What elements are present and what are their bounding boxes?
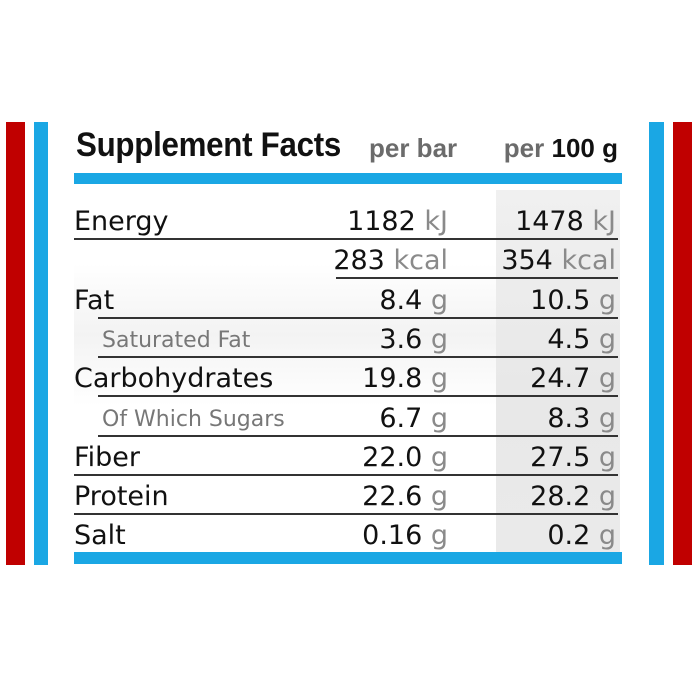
row-divider — [336, 277, 618, 279]
per-bar-unit: g — [430, 481, 448, 512]
per-bar-value: 1182 kJ — [347, 206, 448, 237]
right-red-stripe — [673, 122, 692, 565]
per-100g-value: 4.5 g — [547, 324, 616, 355]
table-row: Fat 8.4 g 10.5 g — [74, 281, 620, 319]
per-100g-number: 1478 — [515, 206, 584, 237]
bottom-blue-bar — [74, 552, 622, 564]
row-label: Fiber — [74, 442, 140, 473]
table-row: Saturated Fat 3.6 g 4.5 g — [74, 320, 620, 358]
table-row: Protein 22.6 g 28.2 g — [74, 477, 620, 515]
per-bar-value: 3.6 g — [379, 324, 448, 355]
table-row: Energy 1182 kJ 1478 kJ — [74, 202, 620, 240]
per-bar-value: 0.16 g — [362, 520, 448, 551]
per-100g-value: 28.2 g — [530, 481, 616, 512]
per-bar-value: 19.8 g — [362, 363, 448, 394]
row-divider — [98, 395, 618, 397]
per-bar-value: 8.4 g — [379, 285, 448, 316]
per-100g-unit: g — [598, 403, 616, 434]
per-100g-number: 8.3 — [547, 403, 591, 434]
per-100g-number: 27.5 — [530, 442, 591, 473]
page-title: Supplement Facts — [76, 126, 342, 164]
row-label: Salt — [74, 520, 126, 551]
per-100g-number: 10.5 — [530, 285, 591, 316]
row-divider — [98, 435, 618, 437]
row-label: Of Which Sugars — [102, 407, 285, 432]
per-bar-number: 22.0 — [362, 442, 423, 473]
per-bar-number: 8.4 — [379, 285, 423, 316]
row-divider — [74, 238, 618, 240]
per-100g-header: per 100 g — [504, 133, 618, 164]
per-100g-value: 354 kcal — [501, 245, 616, 276]
per-100g-value: 0.2 g — [547, 520, 616, 551]
row-divider — [74, 513, 618, 515]
per-100g-unit: g — [598, 324, 616, 355]
per-bar-unit: kcal — [393, 245, 448, 276]
row-label: Fat — [74, 285, 115, 316]
per-bar-number: 22.6 — [362, 481, 423, 512]
per-bar-value: 22.0 g — [362, 442, 448, 473]
per-bar-number: 283 — [333, 245, 385, 276]
table-row: 283 kcal 354 kcal — [74, 241, 620, 279]
per-100g-value: 1478 kJ — [515, 206, 616, 237]
right-blue-stripe — [649, 122, 664, 565]
left-red-stripe — [6, 122, 25, 565]
row-divider — [98, 317, 618, 319]
per-bar-unit: kJ — [424, 206, 448, 237]
per-bar-unit: g — [430, 442, 448, 473]
per-100g-value: 8.3 g — [547, 403, 616, 434]
per-bar-unit: g — [430, 403, 448, 434]
per-100g-value: 100 g — [551, 133, 619, 163]
per-100g-number: 28.2 — [530, 481, 591, 512]
per-100g-value: 27.5 g — [530, 442, 616, 473]
per-100g-column-shade — [496, 190, 620, 552]
per-100g-number: 24.7 — [530, 363, 591, 394]
per-bar-value: 6.7 g — [379, 403, 448, 434]
per-bar-number: 1182 — [347, 206, 416, 237]
row-label: Carbohydrates — [74, 363, 274, 394]
top-blue-bar — [74, 173, 622, 184]
left-blue-stripe — [34, 122, 48, 565]
per-bar-value: 22.6 g — [362, 481, 448, 512]
per-100g-unit: g — [598, 285, 616, 316]
per-100g-number: 354 — [501, 245, 553, 276]
per-bar-number: 19.8 — [362, 363, 423, 394]
row-label: Saturated Fat — [102, 328, 251, 353]
per-100g-prefix: per — [503, 133, 545, 163]
per-100g-unit: kcal — [561, 245, 616, 276]
per-100g-number: 4.5 — [547, 324, 591, 355]
per-100g-value: 24.7 g — [530, 363, 616, 394]
per-bar-number: 0.16 — [362, 520, 423, 551]
row-label: Energy — [74, 206, 169, 237]
per-100g-unit: g — [598, 520, 616, 551]
per-bar-header: per bar — [369, 133, 458, 163]
table-row: Fiber 22.0 g 27.5 g — [74, 438, 620, 476]
per-bar-number: 6.7 — [379, 403, 423, 434]
per-bar-value: 283 kcal — [333, 245, 448, 276]
table-row: Of Which Sugars 6.7 g 8.3 g — [74, 399, 620, 437]
table-row: Salt 0.16 g 0.2 g — [74, 516, 620, 554]
row-divider — [98, 356, 618, 358]
per-100g-unit: kJ — [592, 206, 616, 237]
per-100g-value: 10.5 g — [530, 285, 616, 316]
per-100g-unit: g — [598, 442, 616, 473]
row-divider — [74, 474, 618, 476]
per-bar-number: 3.6 — [379, 324, 423, 355]
per-100g-unit: g — [598, 363, 616, 394]
per-100g-unit: g — [598, 481, 616, 512]
per-bar-unit: g — [430, 324, 448, 355]
per-bar-unit: g — [430, 285, 448, 316]
row-label: Protein — [74, 481, 169, 512]
per-100g-number: 0.2 — [547, 520, 591, 551]
table-row: Carbohydrates 19.8 g 24.7 g — [74, 359, 620, 397]
per-bar-unit: g — [430, 363, 448, 394]
per-bar-unit: g — [430, 520, 448, 551]
